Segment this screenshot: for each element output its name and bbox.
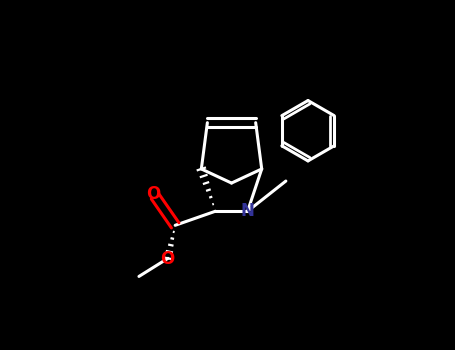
Text: O: O bbox=[160, 250, 174, 268]
Text: O: O bbox=[147, 185, 161, 203]
Text: N: N bbox=[241, 202, 254, 220]
